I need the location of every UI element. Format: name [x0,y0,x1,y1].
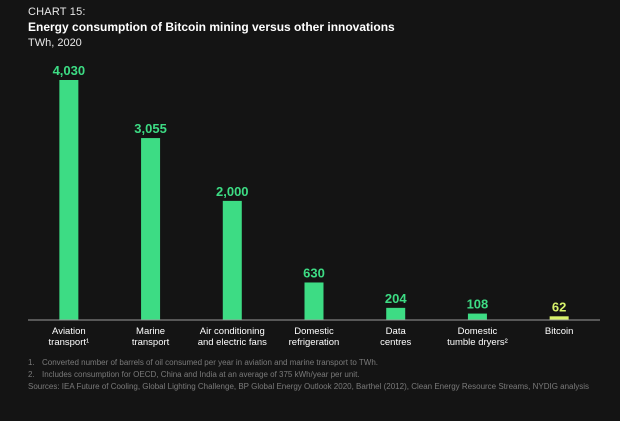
category-label-6-line-1: Domestic [458,326,498,337]
value-label-2: 3,055 [134,121,167,136]
bar-6 [467,313,487,320]
category-label-5-line-2: centres [380,337,411,348]
footnote-1-text: Converted number of barrels of oil consu… [42,358,379,367]
category-label-1-line-1: Aviation [52,326,86,337]
bar-3 [222,200,242,320]
chart-header: CHART 15: Energy consumption of Bitcoin … [28,6,395,49]
footnote-2-text: Includes consumption for OECD, China and… [42,370,360,379]
bar-4 [304,282,324,320]
category-label-2-line-2: transport [132,337,170,348]
value-label-3: 2,000 [216,184,249,199]
category-label-3-line-1: Air conditioning [200,326,265,337]
footnotes: 1. Converted number of barrels of oil con… [28,357,598,393]
value-label-5: 204 [385,291,407,306]
category-label-5-line-1: Data [386,326,407,337]
value-label-1: 4,030 [53,63,86,78]
category-label-1-line-2: transport¹ [49,337,90,348]
bar-7 [549,316,569,320]
category-label-3-line-2: and electric fans [198,337,267,348]
footnote-2-number: 2. [28,370,35,379]
bar-5 [386,307,406,320]
sources-text: Sources: IEA Future of Cooling, Global L… [28,382,590,391]
footnote-2: 2. Includes consumption for OECD, China a… [28,369,598,381]
chart-title: Energy consumption of Bitcoin mining ver… [28,20,395,34]
category-label-6-line-2: tumble dryers² [447,337,508,348]
bar-1 [59,80,79,320]
category-label-4-line-2: refrigeration [289,337,340,348]
bar-2 [141,138,161,320]
category-label-2-line-1: Marine [136,326,165,337]
footnote-1: 1. Converted number of barrels of oil con… [28,357,598,369]
category-label-7-line-1: Bitcoin [545,326,574,337]
category-label-4-line-1: Domestic [294,326,334,337]
value-label-7: 62 [552,299,566,314]
chart-unit: TWh, 2020 [28,37,82,49]
footnote-1-number: 1. [28,358,35,367]
chart-number: CHART 15: [28,6,86,18]
value-label-4: 630 [303,265,325,280]
value-label-6: 108 [467,297,489,312]
